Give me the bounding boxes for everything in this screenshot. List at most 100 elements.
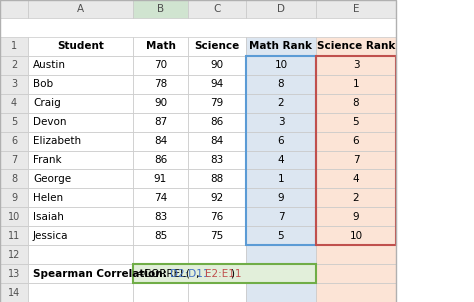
Text: George: George xyxy=(33,174,71,184)
Bar xyxy=(133,37,188,56)
Text: 1: 1 xyxy=(278,174,284,184)
Text: 5: 5 xyxy=(278,231,284,241)
Text: 7: 7 xyxy=(278,212,284,222)
Bar xyxy=(188,245,246,264)
Bar xyxy=(316,132,396,150)
Text: A: A xyxy=(77,4,84,14)
Bar xyxy=(133,226,188,245)
Bar xyxy=(188,75,246,94)
Bar xyxy=(28,75,133,94)
Text: Elizabeth: Elizabeth xyxy=(33,136,81,146)
Text: 94: 94 xyxy=(210,79,224,89)
Text: 74: 74 xyxy=(154,193,167,203)
Text: Bob: Bob xyxy=(33,79,53,89)
Text: Math Rank: Math Rank xyxy=(249,41,312,51)
Bar xyxy=(0,245,28,264)
Bar xyxy=(0,150,28,169)
Text: E: E xyxy=(353,4,359,14)
Text: 91: 91 xyxy=(154,174,167,184)
Text: 14: 14 xyxy=(8,288,20,297)
Text: 5: 5 xyxy=(353,117,359,127)
Text: D: D xyxy=(277,4,285,14)
Text: 76: 76 xyxy=(210,212,224,222)
Text: 78: 78 xyxy=(154,79,167,89)
Text: 7: 7 xyxy=(11,155,17,165)
Bar xyxy=(28,132,133,150)
Bar xyxy=(316,264,396,283)
Text: Science Rank: Science Rank xyxy=(317,41,395,51)
Bar xyxy=(316,113,396,132)
Bar xyxy=(246,56,316,245)
Text: 3: 3 xyxy=(278,117,284,127)
Text: Science: Science xyxy=(194,41,240,51)
Bar xyxy=(316,169,396,188)
Text: 84: 84 xyxy=(154,136,167,146)
Bar xyxy=(133,169,188,188)
Bar xyxy=(188,113,246,132)
Text: 6: 6 xyxy=(278,136,284,146)
Bar xyxy=(28,56,133,75)
Bar xyxy=(28,37,133,56)
Bar xyxy=(0,207,28,226)
Bar xyxy=(133,150,188,169)
Bar xyxy=(133,56,188,75)
Bar xyxy=(188,56,246,75)
Text: 13: 13 xyxy=(8,268,20,279)
Bar xyxy=(133,264,188,283)
Bar xyxy=(133,0,188,18)
Bar xyxy=(0,132,28,150)
Bar xyxy=(246,94,316,113)
Bar xyxy=(246,226,316,245)
Text: 10: 10 xyxy=(8,212,20,222)
Text: 6: 6 xyxy=(353,136,359,146)
Text: 87: 87 xyxy=(154,117,167,127)
Text: B: B xyxy=(157,4,164,14)
Bar xyxy=(133,264,316,283)
Bar xyxy=(28,113,133,132)
Text: 1: 1 xyxy=(353,79,359,89)
Bar xyxy=(316,56,396,75)
Text: 90: 90 xyxy=(154,98,167,108)
Text: Jessica: Jessica xyxy=(33,231,69,241)
Text: 84: 84 xyxy=(210,136,224,146)
Bar xyxy=(188,37,246,56)
Bar xyxy=(0,37,28,56)
Text: 9: 9 xyxy=(11,193,17,203)
Text: 86: 86 xyxy=(154,155,167,165)
Text: 8: 8 xyxy=(278,79,284,89)
Bar xyxy=(0,188,28,207)
Bar xyxy=(0,264,28,283)
Bar xyxy=(188,132,246,150)
Bar xyxy=(0,226,28,245)
Bar xyxy=(133,132,188,150)
Bar xyxy=(28,0,133,18)
Text: 6: 6 xyxy=(11,136,17,146)
Text: Student: Student xyxy=(57,41,104,51)
Bar xyxy=(28,226,133,245)
Bar xyxy=(316,283,396,302)
Bar xyxy=(188,169,246,188)
Text: 83: 83 xyxy=(154,212,167,222)
Bar xyxy=(246,207,316,226)
Text: 79: 79 xyxy=(210,98,224,108)
Text: 86: 86 xyxy=(210,117,224,127)
Text: 70: 70 xyxy=(154,60,167,70)
Bar xyxy=(133,283,188,302)
Text: ): ) xyxy=(230,268,235,279)
Text: D2:D11: D2:D11 xyxy=(170,268,210,279)
Bar xyxy=(28,94,133,113)
Text: 2: 2 xyxy=(353,193,359,203)
Bar xyxy=(316,207,396,226)
Bar xyxy=(0,169,28,188)
Bar xyxy=(188,207,246,226)
Bar xyxy=(28,264,133,283)
Bar xyxy=(246,75,316,94)
Bar xyxy=(133,94,188,113)
Text: 1: 1 xyxy=(11,41,17,51)
Bar xyxy=(188,188,246,207)
Bar xyxy=(246,0,316,18)
Text: Isaiah: Isaiah xyxy=(33,212,64,222)
Text: E2:E11: E2:E11 xyxy=(205,268,241,279)
Bar xyxy=(316,245,396,264)
Text: 8: 8 xyxy=(353,98,359,108)
